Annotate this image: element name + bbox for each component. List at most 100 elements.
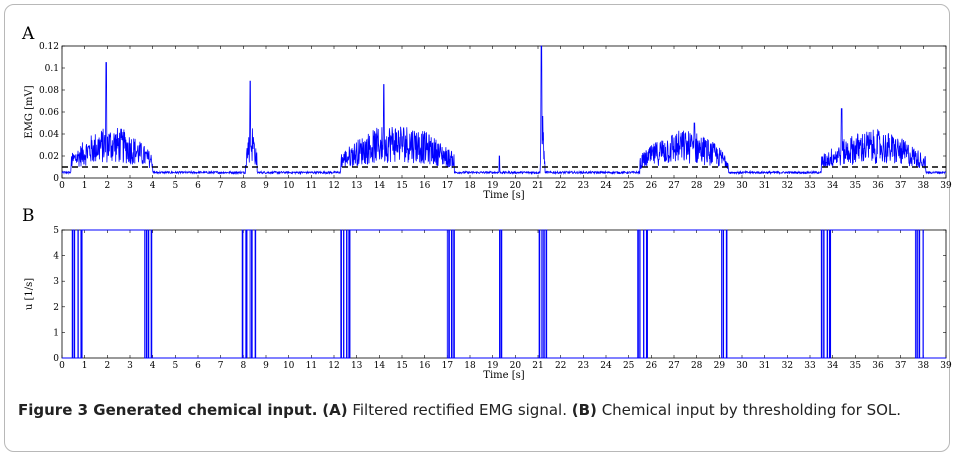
panel-b-letter: B	[22, 206, 35, 226]
input-x-tick-label: 11	[306, 361, 317, 371]
panel-a-letter: A	[22, 24, 35, 44]
input-x-axis-label: Time [s]	[483, 370, 524, 381]
input-y-axis-label: u [1/s]	[24, 278, 35, 310]
emg-x-tick-label: 15	[396, 181, 408, 191]
emg-x-tick-label: 30	[736, 181, 748, 191]
input-y-tick-label: 2	[53, 303, 59, 313]
emg-x-tick-label: 4	[150, 181, 156, 191]
emg-y-tick-label: 0.12	[39, 42, 59, 52]
emg-x-tick-label: 31	[759, 181, 770, 191]
input-x-tick-label: 20	[510, 361, 522, 371]
input-x-tick-label: 25	[623, 361, 635, 371]
emg-x-tick-label: 37	[895, 181, 907, 191]
emg-x-tick-label: 39	[940, 181, 952, 191]
emg-y-tick-label: 0.04	[39, 130, 59, 140]
input-y-tick-label: 3	[53, 277, 59, 287]
emg-x-tick-label: 23	[578, 181, 590, 191]
emg-x-tick-label: 11	[306, 181, 317, 191]
emg-x-tick-label: 5	[172, 181, 178, 191]
input-x-tick-label: 12	[328, 361, 339, 371]
emg-x-tick-label: 32	[782, 181, 793, 191]
emg-x-tick-label: 17	[442, 181, 454, 191]
input-x-tick-label: 9	[263, 361, 269, 371]
input-x-tick-label: 3	[127, 361, 133, 371]
emg-x-tick-label: 25	[623, 181, 635, 191]
input-x-tick-label: 26	[646, 361, 658, 371]
figure-caption: Figure 3 Generated chemical input. (A) F…	[18, 400, 938, 421]
emg-x-tick-label: 24	[600, 181, 612, 191]
input-x-tick-label: 28	[691, 361, 703, 371]
emg-x-tick-label: 35	[850, 181, 862, 191]
input-x-tick-label: 19	[487, 361, 499, 371]
emg-x-tick-label: 7	[218, 181, 224, 191]
emg-tick-labels: 0 1 2 3 4 5 6 7 8 9 10 11 12 13 14 15 16 17 18 19 20 21 22 23 24…	[39, 42, 952, 191]
emg-x-tick-label: 34	[827, 181, 839, 191]
emg-axes	[61, 45, 947, 179]
emg-x-axis-label: Time [s]	[483, 190, 524, 201]
emg-y-tick-label: 0	[53, 174, 59, 184]
input-x-tick-label: 31	[759, 361, 770, 371]
emg-signal-line	[61, 45, 947, 176]
input-axes-box	[61, 229, 947, 359]
input-x-tick-label: 18	[464, 361, 476, 371]
emg-x-tick-label: 22	[555, 181, 566, 191]
emg-x-tick-label: 33	[804, 181, 816, 191]
emg-x-tick-label: 1	[82, 181, 88, 191]
input-axes	[61, 229, 947, 359]
input-x-tick-label: 27	[668, 361, 680, 371]
input-x-tick-label: 1	[82, 361, 88, 371]
emg-x-tick-label: 13	[351, 181, 363, 191]
emg-x-tick-label: 27	[668, 181, 680, 191]
chemical-input-line	[62, 229, 946, 359]
emg-x-tick-label: 14	[374, 181, 386, 191]
input-y-tick-label: 4	[53, 252, 59, 262]
emg-chart: 0 1 2 3 4 5 6 7 8 9 10 11 12 13 14 15 16 17 18 19 20 21 22 23 24…	[24, 42, 952, 201]
emg-x-tick-label: 16	[419, 181, 431, 191]
input-y-tick-label: 5	[53, 226, 59, 236]
input-x-tick-label: 8	[240, 361, 246, 371]
emg-x-tick-label: 21	[532, 181, 543, 191]
input-x-tick-label: 7	[218, 361, 224, 371]
emg-x-tick-label: 3	[127, 181, 133, 191]
input-x-tick-label: 37	[895, 361, 907, 371]
input-x-tick-label: 38	[918, 361, 930, 371]
caption-part-a-text: Filtered rectified EMG signal.	[352, 401, 567, 419]
input-tick-labels: 0 1 2 3 4 5 6 7 8 9 10 11 12 13 14 15 16 17 18 19 20 21 22 23 24…	[53, 226, 952, 371]
emg-y-tick-label: 0.02	[39, 152, 59, 162]
figure-frame	[4, 4, 950, 452]
input-x-tick-label: 13	[351, 361, 363, 371]
input-x-tick-label: 36	[872, 361, 884, 371]
input-x-tick-label: 32	[782, 361, 793, 371]
input-x-tick-label: 35	[850, 361, 862, 371]
input-x-tick-label: 23	[578, 361, 590, 371]
input-y-tick-label: 0	[53, 354, 59, 364]
input-x-tick-label: 6	[195, 361, 201, 371]
emg-x-tick-label: 18	[464, 181, 476, 191]
emg-x-tick-label: 8	[240, 181, 246, 191]
emg-x-tick-label: 0	[59, 181, 65, 191]
input-x-tick-label: 39	[940, 361, 952, 371]
emg-x-tick-label: 12	[328, 181, 339, 191]
input-x-tick-label: 16	[419, 361, 431, 371]
input-x-tick-label: 15	[396, 361, 408, 371]
input-x-tick-label: 34	[827, 361, 839, 371]
caption-part-b-tag: (B)	[571, 401, 597, 419]
emg-x-tick-label: 2	[104, 181, 110, 191]
emg-x-tick-label: 20	[510, 181, 522, 191]
caption-figure-label: Figure 3	[18, 401, 89, 419]
chemical-input-chart: 0 1 2 3 4 5 6 7 8 9 10 11 12 13 14 15 16 17 18 19 20 21 22 23 24…	[24, 226, 952, 381]
emg-x-tick-label: 10	[283, 181, 295, 191]
input-x-tick-label: 2	[104, 361, 110, 371]
emg-x-tick-label: 36	[872, 181, 884, 191]
input-x-tick-label: 22	[555, 361, 566, 371]
input-x-tick-label: 29	[714, 361, 726, 371]
emg-x-tick-label: 9	[263, 181, 269, 191]
emg-y-axis-label: EMG [mV]	[24, 85, 35, 138]
input-x-tick-label: 10	[283, 361, 295, 371]
input-x-tick-label: 17	[442, 361, 454, 371]
emg-x-tick-label: 6	[195, 181, 201, 191]
emg-x-tick-label: 29	[714, 181, 726, 191]
caption-title: Generated chemical input.	[93, 401, 318, 419]
emg-y-tick-label: 0.08	[39, 86, 59, 96]
input-x-tick-label: 14	[374, 361, 386, 371]
